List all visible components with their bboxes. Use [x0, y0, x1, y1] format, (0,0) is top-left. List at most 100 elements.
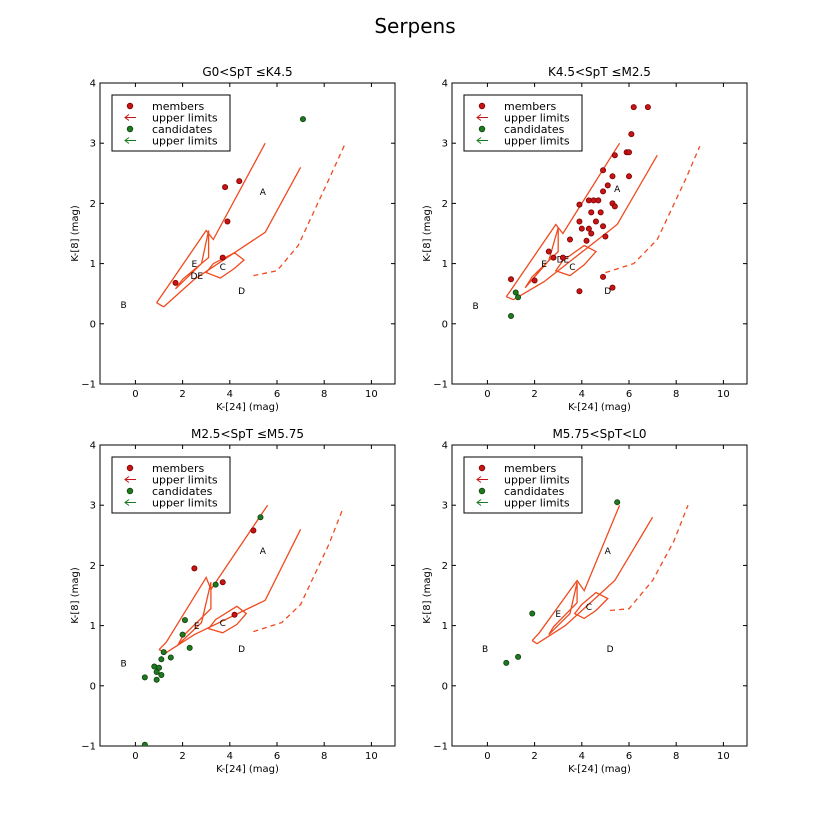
candidate-point	[503, 659, 510, 666]
axes-frame	[451, 444, 748, 747]
member-point	[600, 223, 607, 230]
region-label: A	[260, 547, 267, 557]
x-tick-label: 6	[626, 389, 632, 400]
model-region-c	[573, 591, 609, 620]
member-point	[628, 131, 635, 138]
member-point	[250, 527, 257, 534]
legend-label: candidates	[152, 123, 213, 136]
member-point	[545, 248, 552, 255]
model-bottom-cap	[531, 640, 538, 645]
region-label: C	[220, 619, 226, 629]
model-region-c	[205, 252, 246, 279]
x-tick-label: 0	[484, 389, 490, 400]
axes-frame	[99, 444, 396, 747]
x-axis-label: K-[24] (mag)	[568, 402, 631, 413]
legend-box	[111, 456, 231, 514]
y-axis-label: K-[8] (mag)	[422, 567, 433, 624]
y-tick-label: −1	[81, 380, 96, 391]
candidate-point	[614, 499, 621, 506]
member-point	[588, 230, 595, 237]
legend-label: upper limits	[504, 112, 570, 125]
member-point	[222, 184, 229, 191]
region-label: E	[541, 260, 547, 270]
candidate-point	[158, 656, 165, 663]
model-dashed-boundary	[253, 507, 344, 633]
region-label: B	[482, 645, 488, 655]
y-tick-label: −1	[433, 742, 448, 753]
region-label: D	[604, 287, 611, 297]
y-tick-label: 2	[442, 561, 448, 572]
x-tick-label: 6	[274, 389, 280, 400]
member-point	[576, 218, 583, 225]
region-label: C	[586, 603, 592, 613]
y-tick-label: 3	[90, 501, 96, 512]
y-tick-label: 0	[90, 319, 96, 330]
candidate-point	[153, 676, 160, 683]
member-point	[576, 201, 583, 208]
model-bottom-cap	[156, 302, 165, 308]
region-label: D	[238, 287, 245, 297]
y-axis-label: K-[8] (mag)	[70, 205, 81, 262]
member-point	[231, 611, 238, 618]
x-tick-label: 10	[365, 751, 378, 762]
region-label: B	[121, 301, 127, 311]
model-region-e	[177, 582, 212, 646]
x-tick-label: 6	[626, 751, 632, 762]
legend-arrowhead	[476, 499, 482, 506]
model-outer-boundary	[156, 142, 266, 304]
y-tick-label: 2	[90, 561, 96, 572]
y-tick-label: 2	[442, 199, 448, 210]
x-tick-label: 4	[227, 389, 233, 400]
member-point	[609, 173, 616, 180]
member-point	[172, 279, 179, 286]
legend-label: candidates	[152, 485, 213, 498]
candidate-point	[160, 649, 167, 656]
y-axis-label: K-[8] (mag)	[70, 567, 81, 624]
model-inner-boundary	[536, 516, 654, 645]
y-tick-label: 4	[442, 79, 448, 90]
y-tick-label: 4	[90, 79, 96, 90]
model-inner-boundary	[513, 154, 658, 301]
candidate-point	[167, 654, 174, 661]
model-dashed-boundary	[610, 504, 689, 612]
x-tick-label: 2	[531, 751, 537, 762]
y-axis-label: K-[8] (mag)	[422, 205, 433, 262]
member-point	[219, 579, 226, 586]
legend-marker	[478, 487, 486, 495]
model-region-e	[548, 582, 578, 636]
legend-arrowhead	[476, 137, 482, 144]
member-point	[550, 254, 557, 261]
member-point	[219, 254, 226, 261]
region-label: E	[555, 610, 561, 620]
member-point	[597, 209, 604, 216]
region-label: E	[194, 622, 200, 632]
region-label: D	[607, 645, 614, 655]
member-point	[224, 218, 231, 225]
region-label: A	[605, 547, 612, 557]
x-tick-label: 2	[179, 751, 185, 762]
y-tick-label: 1	[90, 621, 96, 632]
plot-area: A B C D E	[121, 504, 344, 746]
candidate-point	[181, 617, 188, 624]
region-label: DE	[190, 272, 203, 282]
legend-arrowhead	[124, 137, 130, 144]
candidate-point	[529, 610, 536, 617]
panel-title: G0<SpT ≤K4.5	[202, 65, 292, 79]
y-tick-label: 0	[442, 319, 448, 330]
member-point	[576, 288, 583, 295]
model-outer-boundary	[531, 504, 621, 642]
legend-label: upper limits	[152, 112, 218, 125]
member-point	[626, 149, 633, 156]
member-point	[611, 203, 618, 210]
x-axis-label: K-[24] (mag)	[216, 402, 279, 413]
member-point	[578, 225, 585, 232]
y-tick-label: 4	[442, 441, 448, 452]
y-tick-label: 3	[442, 139, 448, 150]
member-point	[595, 197, 602, 204]
model-region-e	[174, 230, 210, 290]
